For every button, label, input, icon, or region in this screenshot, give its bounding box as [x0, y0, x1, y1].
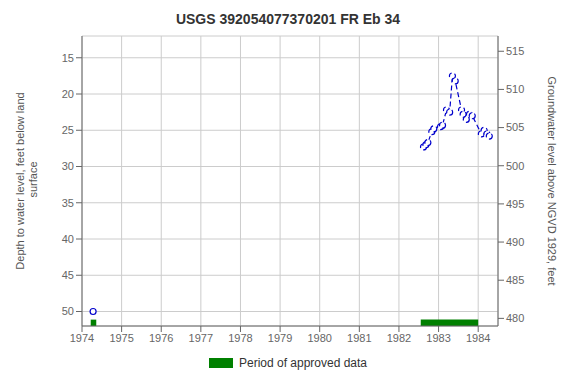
- svg-text:1975: 1975: [109, 332, 133, 344]
- svg-text:50: 50: [62, 305, 74, 317]
- html-text:USGS 392054077370201 FR Eb 34: USGS 392054077370201 FR Eb 34: [175, 11, 401, 27]
- svg-text:1984: 1984: [466, 332, 490, 344]
- svg-text:1974: 1974: [70, 332, 94, 344]
- svg-text:Groundwater level above NGVD 1: Groundwater level above NGVD 1929, feet: [546, 76, 558, 285]
- svg-text:1983: 1983: [426, 332, 450, 344]
- svg-text:495: 495: [506, 198, 524, 210]
- svg-text:35: 35: [62, 197, 74, 209]
- svg-text:500: 500: [506, 160, 524, 172]
- svg-text:1976: 1976: [149, 332, 173, 344]
- svg-text:20: 20: [62, 88, 74, 100]
- svg-text:505: 505: [506, 121, 524, 133]
- svg-text:485: 485: [506, 274, 524, 286]
- svg-text:1979: 1979: [268, 332, 292, 344]
- svg-text:1982: 1982: [387, 332, 411, 344]
- svg-text:15: 15: [62, 52, 74, 64]
- svg-text:45: 45: [62, 269, 74, 281]
- svg-text:30: 30: [62, 160, 74, 172]
- svg-text:Depth to water level, feet bel: Depth to water level, feet below land su…: [14, 92, 39, 269]
- svg-text:490: 490: [506, 236, 524, 248]
- svg-text:1978: 1978: [228, 332, 252, 344]
- svg-text:25: 25: [62, 124, 74, 136]
- svg-text:510: 510: [506, 83, 524, 95]
- svg-text:1981: 1981: [347, 332, 371, 344]
- svg-text:1980: 1980: [307, 332, 331, 344]
- svg-text:515: 515: [506, 45, 524, 57]
- svg-text:1977: 1977: [189, 332, 213, 344]
- html-text:Period of approved data: Period of approved data: [239, 356, 367, 370]
- svg-text:480: 480: [506, 312, 524, 324]
- svg-text:40: 40: [62, 233, 74, 245]
